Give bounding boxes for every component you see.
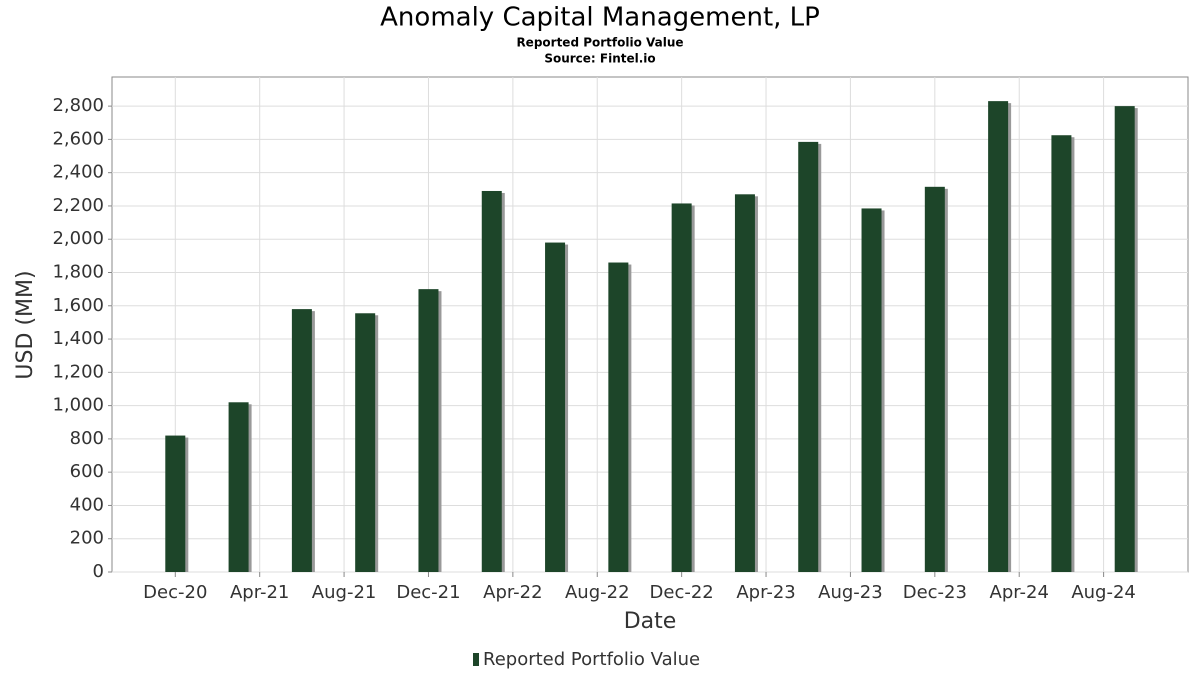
legend-label: Reported Portfolio Value [483,649,700,670]
y-tick-label: 1,000 [52,395,104,416]
y-tick-label: 2,800 [52,95,104,116]
bar [165,435,186,572]
bar [671,203,692,572]
y-tick-label: 200 [70,528,104,549]
x-axis-label: Date [624,609,677,634]
bar [1114,106,1135,572]
bar [1051,135,1072,572]
bar [291,309,312,572]
plot-area [111,76,1189,573]
y-tick-label: 2,000 [52,228,104,249]
y-tick-label: 1,200 [52,361,104,382]
y-tick-label: 2,600 [52,128,104,149]
bar [355,313,376,572]
x-tick-label: Apr-21 [230,582,289,603]
x-tick-label: Apr-22 [483,582,542,603]
y-tick-label: 1,600 [52,295,104,316]
y-tick-label: 0 [93,561,104,582]
x-tick-label: Apr-23 [736,582,795,603]
chart-title: Anomaly Capital Management, LP [380,3,820,33]
y-tick-label: 1,800 [52,262,104,283]
bar [545,242,566,572]
bar [988,101,1009,573]
bar [798,141,819,573]
x-tick-label: Dec-20 [143,582,207,603]
legend-swatch [473,653,479,666]
x-tick-label: Dec-21 [396,582,460,603]
x-tick-label: Aug-24 [1071,582,1136,603]
x-tick-label: Aug-22 [565,582,630,603]
chart-subtitle: Reported Portfolio Value [516,36,683,50]
y-tick-label: 400 [70,494,104,515]
y-tick-label: 1,400 [52,328,104,349]
y-tick-label: 2,200 [52,195,104,216]
y-axis-label: USD (MM) [13,270,38,379]
bar [861,208,882,572]
y-tick-label: 800 [70,428,104,449]
bar [418,289,439,572]
x-tick-label: Apr-24 [990,582,1049,603]
bar [481,190,502,572]
x-tick-label: Aug-21 [312,582,377,603]
chart-source: Source: Fintel.io [544,52,655,66]
bar [608,262,629,572]
x-tick-label: Dec-22 [650,582,714,603]
bar [734,194,755,572]
bar [228,402,249,572]
bar [924,186,945,572]
x-tick-label: Aug-23 [818,582,883,603]
x-tick-label: Dec-23 [903,582,967,603]
y-tick-label: 600 [70,461,104,482]
y-tick-label: 2,400 [52,162,104,183]
